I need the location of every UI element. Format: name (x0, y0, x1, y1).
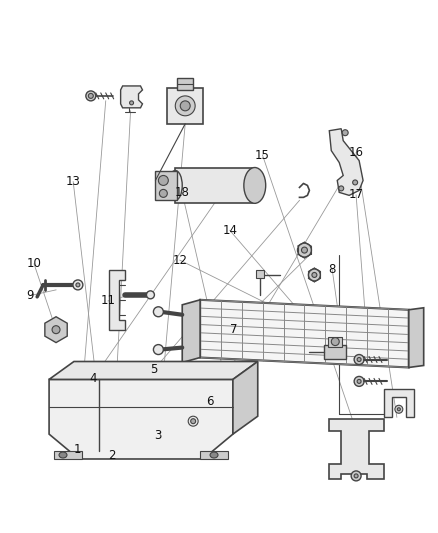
Ellipse shape (357, 379, 361, 383)
Text: 9: 9 (26, 289, 33, 302)
Ellipse shape (86, 91, 96, 101)
Text: 16: 16 (349, 146, 364, 159)
Polygon shape (49, 361, 258, 379)
Text: 1: 1 (74, 443, 81, 456)
Text: 2: 2 (109, 449, 116, 462)
Ellipse shape (73, 280, 83, 290)
Ellipse shape (357, 358, 361, 361)
Ellipse shape (354, 474, 358, 478)
Ellipse shape (308, 269, 320, 281)
Polygon shape (409, 308, 424, 367)
Ellipse shape (397, 408, 400, 411)
Ellipse shape (52, 326, 60, 334)
Bar (54, 451, 82, 459)
Text: 6: 6 (207, 395, 214, 408)
Bar (328, 337, 342, 346)
Ellipse shape (301, 247, 307, 253)
Polygon shape (45, 317, 67, 343)
Text: 7: 7 (230, 322, 238, 336)
Ellipse shape (339, 186, 344, 191)
Ellipse shape (59, 452, 67, 458)
Ellipse shape (153, 345, 163, 354)
Text: 15: 15 (255, 149, 270, 161)
Text: 4: 4 (89, 373, 96, 385)
Ellipse shape (76, 283, 80, 287)
Polygon shape (329, 129, 363, 196)
Bar (324, 345, 346, 359)
Ellipse shape (297, 243, 311, 257)
Text: 10: 10 (27, 257, 42, 270)
Text: 5: 5 (150, 364, 157, 376)
Polygon shape (233, 361, 258, 434)
Bar (177, 78, 193, 90)
Text: 3: 3 (154, 429, 162, 442)
Polygon shape (120, 86, 142, 108)
Bar (155, 171, 177, 200)
Text: 14: 14 (223, 224, 237, 237)
Text: 11: 11 (100, 294, 116, 308)
Ellipse shape (354, 354, 364, 365)
Ellipse shape (146, 291, 155, 299)
Text: 13: 13 (66, 175, 81, 188)
Bar (200, 451, 228, 459)
Ellipse shape (159, 189, 167, 197)
Ellipse shape (331, 337, 339, 345)
Polygon shape (109, 270, 124, 330)
Ellipse shape (244, 167, 266, 203)
Text: 18: 18 (175, 186, 190, 199)
Ellipse shape (395, 405, 403, 413)
Polygon shape (49, 379, 233, 459)
Bar (256, 270, 264, 278)
Ellipse shape (175, 96, 195, 116)
Ellipse shape (153, 307, 163, 317)
Ellipse shape (130, 101, 134, 105)
Ellipse shape (159, 175, 168, 185)
Ellipse shape (210, 452, 218, 458)
Ellipse shape (353, 180, 357, 185)
Ellipse shape (351, 471, 361, 481)
Text: 17: 17 (349, 189, 364, 201)
Ellipse shape (312, 272, 317, 278)
Polygon shape (182, 300, 200, 362)
Ellipse shape (191, 419, 196, 424)
Text: 12: 12 (172, 254, 187, 266)
Polygon shape (200, 300, 409, 367)
Ellipse shape (88, 93, 93, 99)
Ellipse shape (354, 376, 364, 386)
Ellipse shape (342, 130, 348, 136)
Ellipse shape (168, 171, 182, 200)
Polygon shape (329, 419, 384, 479)
Bar (167, 88, 203, 124)
Ellipse shape (188, 416, 198, 426)
Text: 8: 8 (328, 263, 336, 276)
Ellipse shape (180, 101, 190, 111)
Bar (175, 167, 255, 203)
Polygon shape (384, 389, 414, 417)
